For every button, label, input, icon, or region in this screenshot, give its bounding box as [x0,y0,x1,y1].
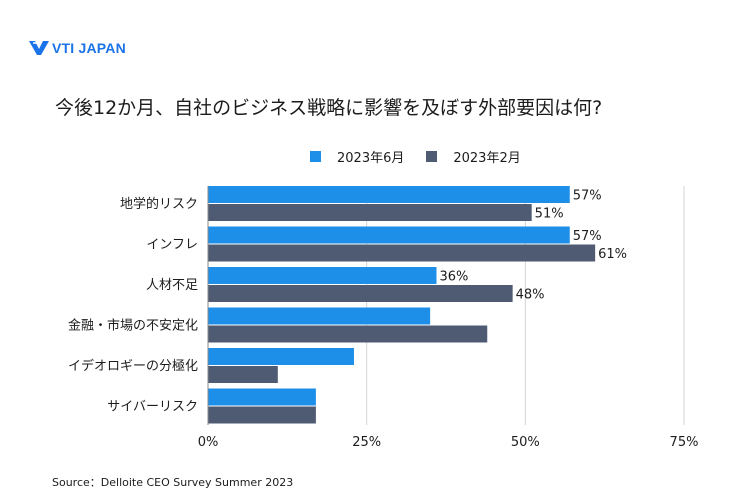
logo-text: VTI JAPAN [52,40,126,56]
bar [208,244,596,262]
data-label: 57% [573,189,602,204]
data-label: 48% [516,288,545,303]
data-label: 57% [573,229,602,244]
category-label: 人材不足 [146,278,198,293]
category-label: 地学的リスク [120,196,198,212]
category-label: インフレ [146,238,198,253]
logo-mark-icon [29,41,49,55]
data-label: 36% [439,270,468,285]
data-label: 61% [598,247,627,262]
source-note: Source：Delloite CEO Survey Summer 2023 [52,476,294,489]
data-label: 51% [535,207,564,222]
bar [208,388,316,406]
legend-swatch-june [310,151,321,162]
legend-item-june: 2023年6月 [310,147,404,166]
bar [208,325,488,343]
bar [208,226,570,244]
chart-legend: 2023年6月 2023年2月 [310,147,543,166]
x-tick-label: 75% [670,435,699,450]
category-label: 金融・市場の不安定化 [68,318,198,334]
vti-japan-logo: VTI JAPAN [29,40,126,56]
bar [208,348,354,365]
x-tick-label: 0% [198,435,219,450]
chart-title: 今後12か月、自社のビジネス戦略に影響を及ぼす外部要因は何? [55,97,603,119]
bar [208,204,532,221]
category-label: サイバーリスク [107,400,198,415]
legend-item-feb: 2023年2月 [426,147,521,166]
bar [208,267,437,284]
legend-label-june: 2023年6月 [337,151,405,166]
bar [208,406,316,424]
x-tick-label: 50% [511,435,540,450]
bar [208,285,513,302]
category-label: イデオロギーの分極化 [68,358,198,374]
legend-label-feb: 2023年2月 [453,151,521,166]
x-tick-label: 25% [352,435,381,450]
bar [208,366,278,383]
bar [208,186,570,203]
legend-swatch-feb [426,151,438,162]
bar [208,307,431,325]
